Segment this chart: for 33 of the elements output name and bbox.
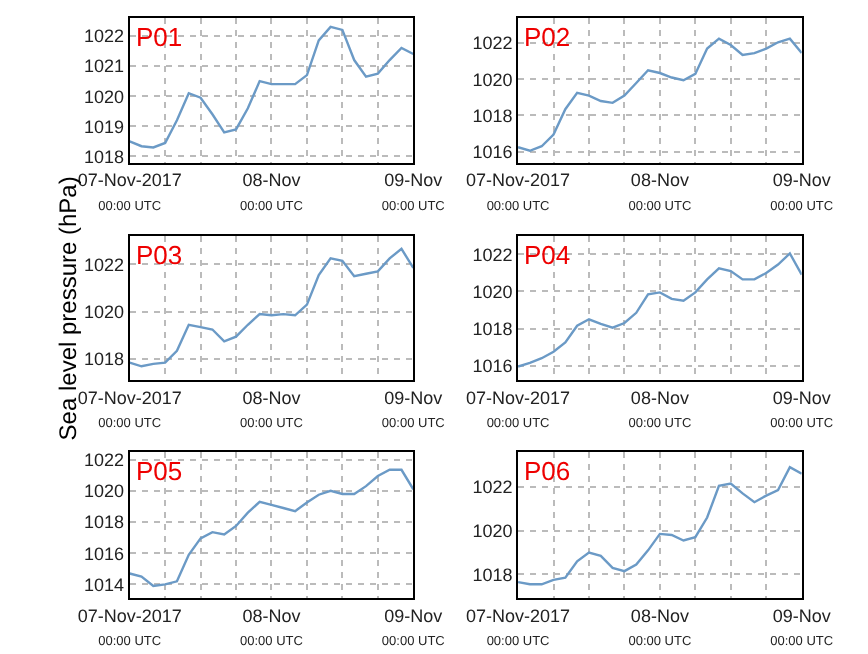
line-series [129, 25, 414, 149]
y-tick-label: 1020 [472, 281, 513, 302]
y-tick-label: 1020 [84, 86, 125, 107]
chart-title: P02 [524, 22, 571, 52]
y-tick-label: 1016 [472, 355, 513, 376]
line-series [129, 247, 414, 368]
y-tick-label: 1021 [84, 56, 125, 77]
y-tick-label: 1022 [84, 449, 125, 470]
y-tick-label: 1020 [472, 69, 513, 90]
y-tick-label: 1018 [472, 564, 513, 585]
y-tick-label: 1018 [472, 318, 513, 339]
y-tick-label: 1022 [472, 477, 513, 498]
chart-title: P04 [524, 240, 571, 270]
y-tick-label: 1019 [84, 116, 125, 137]
chart-title: P06 [524, 456, 571, 486]
y-tick-label: 1016 [472, 141, 513, 162]
chart-title: P01 [136, 22, 183, 52]
y-tick-label: 1018 [84, 349, 125, 370]
y-tick-label: 1022 [84, 254, 125, 275]
y-tick-label: 1022 [472, 33, 513, 54]
y-tick-label: 1018 [84, 146, 125, 167]
y-tick-label: 1022 [84, 26, 125, 47]
y-tick-label: 1018 [84, 512, 125, 533]
line-series [518, 465, 802, 586]
chart-title: P03 [136, 240, 183, 270]
y-tick-label: 1014 [84, 574, 125, 595]
y-tick-label: 1018 [472, 105, 513, 126]
y-tick-label: 1020 [84, 481, 125, 502]
y-tick-label: 1020 [84, 302, 125, 323]
chart-title: P05 [136, 456, 183, 486]
y-tick-label: 1020 [472, 520, 513, 541]
y-tick-label: 1022 [472, 244, 513, 265]
y-tick-label: 1016 [84, 543, 125, 564]
